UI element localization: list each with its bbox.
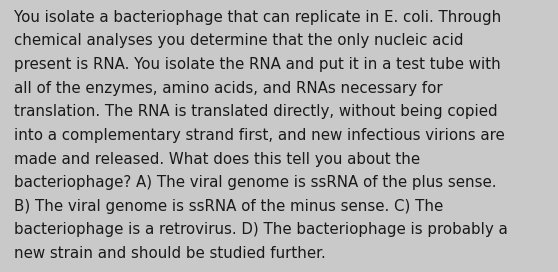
Text: B) The viral genome is ssRNA of the minus sense. C) The: B) The viral genome is ssRNA of the minu… [14,199,443,214]
Text: translation. The RNA is translated directly, without being copied: translation. The RNA is translated direc… [14,104,498,119]
Text: into a complementary strand first, and new infectious virions are: into a complementary strand first, and n… [14,128,504,143]
Text: bacteriophage? A) The viral genome is ssRNA of the plus sense.: bacteriophage? A) The viral genome is ss… [14,175,497,190]
Text: You isolate a bacteriophage that can replicate in E. coli. Through: You isolate a bacteriophage that can rep… [14,10,501,24]
Text: new strain and should be studied further.: new strain and should be studied further… [14,246,326,261]
Text: all of the enzymes, amino acids, and RNAs necessary for: all of the enzymes, amino acids, and RNA… [14,81,442,95]
Text: present is RNA. You isolate the RNA and put it in a test tube with: present is RNA. You isolate the RNA and … [14,57,501,72]
Text: bacteriophage is a retrovirus. D) The bacteriophage is probably a: bacteriophage is a retrovirus. D) The ba… [14,222,508,237]
Text: chemical analyses you determine that the only nucleic acid: chemical analyses you determine that the… [14,33,464,48]
Text: made and released. What does this tell you about the: made and released. What does this tell y… [14,152,420,166]
